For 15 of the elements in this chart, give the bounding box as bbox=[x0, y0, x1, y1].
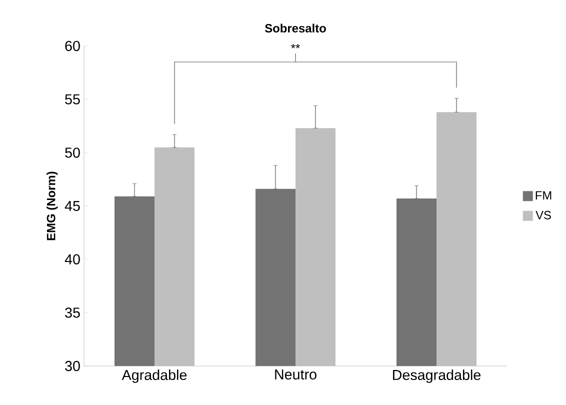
legend-label: FM bbox=[536, 191, 552, 200]
y-tick-label: 60 bbox=[65, 40, 80, 52]
legend-label: VS bbox=[536, 210, 551, 220]
x-tick-label: Desagradable bbox=[393, 370, 481, 383]
y-tick-label: 55 bbox=[65, 94, 80, 104]
y-axis-title: EMG (Norm) bbox=[46, 172, 58, 240]
annotation: ** bbox=[291, 44, 300, 48]
x-tick-label: Agradable bbox=[122, 370, 187, 383]
x-tick-label: Neutro bbox=[275, 370, 316, 380]
y-tick-label: 50 bbox=[65, 148, 80, 158]
y-tick-label: 45 bbox=[64, 200, 80, 212]
y-tick-label: 30 bbox=[65, 360, 80, 372]
y-tick-label: 35 bbox=[65, 308, 80, 318]
chart-title: Sobresalto bbox=[264, 24, 326, 32]
y-tick-label: 40 bbox=[64, 254, 80, 264]
